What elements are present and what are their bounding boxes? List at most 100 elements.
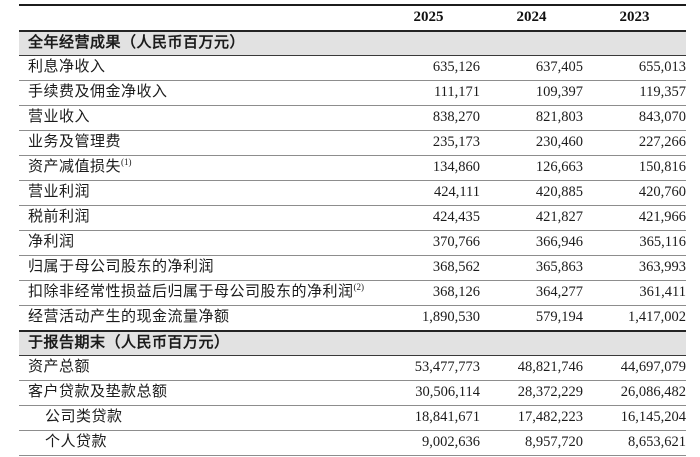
- row-label-text: 利息净收入: [28, 59, 106, 75]
- row-label-text: 税前利润: [28, 209, 91, 225]
- row-value-2023: 227,266: [583, 130, 686, 156]
- row-value-2024: 8,957,720: [480, 430, 583, 456]
- table-row: 扣除非经常性损益后归属于母公司股东的净利润(2) 368,126 364,277…: [19, 280, 686, 306]
- row-label: 利息净收入: [19, 55, 377, 81]
- row-value-2023: 843,070: [583, 105, 686, 131]
- row-label: 个人贷款: [19, 430, 377, 456]
- row-label-text: 营业利润: [28, 184, 91, 200]
- section-title: 于报告期末（人民币百万元）: [19, 330, 686, 356]
- row-value-2023: 119,357: [583, 80, 686, 106]
- row-value-2024: 579,194: [480, 305, 583, 332]
- row-label-text: 净利润: [28, 234, 75, 250]
- financial-summary-table: 2025 2024 2023 全年经营成果（人民币百万元） 利息净收入 635,…: [19, 4, 686, 456]
- row-value-2025: 134,860: [377, 155, 480, 181]
- row-value-2025: 370,766: [377, 230, 480, 256]
- row-label-text: 个人贷款: [45, 434, 108, 450]
- row-value-2023: 420,760: [583, 180, 686, 206]
- row-value-2025: 424,111: [377, 180, 480, 206]
- row-label: 归属于母公司股东的净利润: [19, 255, 377, 281]
- row-label-text: 经营活动产生的现金流量净额: [28, 309, 230, 325]
- table-row: 净利润 370,766 366,946 365,116: [19, 230, 686, 256]
- row-value-2023: 363,993: [583, 255, 686, 281]
- row-label: 业务及管理费: [19, 130, 377, 156]
- row-value-2023: 16,145,204: [583, 405, 686, 431]
- row-value-2025: 53,477,773: [377, 355, 480, 381]
- row-value-2024: 420,885: [480, 180, 583, 206]
- row-value-2025: 838,270: [377, 105, 480, 131]
- row-label-text: 扣除非经常性损益后归属于母公司股东的净利润: [28, 284, 354, 300]
- year-header-2024: 2024: [516, 9, 547, 25]
- row-value-2025: 635,126: [377, 55, 480, 81]
- row-value-2023: 365,116: [583, 230, 686, 256]
- row-label-text: 客户贷款及垫款总额: [28, 384, 168, 400]
- table-row: 手续费及佣金净收入 111,171 109,397 119,357: [19, 80, 686, 106]
- row-label: 税前利润: [19, 205, 377, 231]
- section-title: 全年经营成果（人民币百万元）: [19, 30, 686, 56]
- row-label-text: 公司类贷款: [45, 409, 123, 425]
- row-value-2025: 18,841,671: [377, 405, 480, 431]
- row-label: 经营活动产生的现金流量净额: [19, 305, 377, 332]
- row-label: 营业收入: [19, 105, 377, 131]
- row-value-2024: 48,821,746: [480, 355, 583, 381]
- year-header-2025: 2025: [413, 9, 444, 25]
- footnote-marker: (1): [121, 157, 132, 167]
- row-value-2023: 655,013: [583, 55, 686, 81]
- row-label: 营业利润: [19, 180, 377, 206]
- row-value-2023: 361,411: [583, 280, 686, 306]
- row-value-2024: 230,460: [480, 130, 583, 156]
- table-row: 资产总额 53,477,773 48,821,746 44,697,079: [19, 355, 686, 381]
- row-value-2025: 1,890,530: [377, 305, 480, 332]
- row-value-2024: 364,277: [480, 280, 583, 306]
- row-value-2025: 30,506,114: [377, 380, 480, 406]
- row-value-2024: 17,482,223: [480, 405, 583, 431]
- row-value-2025: 368,126: [377, 280, 480, 306]
- table-row: 资产减值损失(1) 134,860 126,663 150,816: [19, 155, 686, 181]
- table-row: 经营活动产生的现金流量净额 1,890,530 579,194 1,417,00…: [19, 305, 686, 332]
- row-label: 资产减值损失(1): [19, 155, 377, 181]
- row-label-text: 营业收入: [28, 109, 91, 125]
- row-value-2024: 365,863: [480, 255, 583, 281]
- row-label-text: 业务及管理费: [28, 134, 122, 150]
- row-value-2023: 421,966: [583, 205, 686, 231]
- row-value-2023: 150,816: [583, 155, 686, 181]
- table-row: 个人贷款 9,002,636 8,957,720 8,653,621: [19, 430, 686, 456]
- row-label-text: 资产减值损失: [28, 159, 122, 175]
- table-row: 归属于母公司股东的净利润 368,562 365,863 363,993: [19, 255, 686, 281]
- table-row: 公司类贷款 18,841,671 17,482,223 16,145,204: [19, 405, 686, 431]
- row-value-2024: 109,397: [480, 80, 583, 106]
- table-row: 税前利润 424,435 421,827 421,966: [19, 205, 686, 231]
- row-label: 净利润: [19, 230, 377, 256]
- row-label-text: 资产总额: [28, 359, 91, 375]
- row-label-text: 手续费及佣金净收入: [28, 84, 168, 100]
- table-row: 利息净收入 635,126 637,405 655,013: [19, 55, 686, 81]
- row-label-text: 归属于母公司股东的净利润: [28, 259, 215, 275]
- row-label: 手续费及佣金净收入: [19, 80, 377, 106]
- year-header-row: 2025 2024 2023: [19, 5, 686, 31]
- row-value-2024: 366,946: [480, 230, 583, 256]
- row-value-2024: 421,827: [480, 205, 583, 231]
- row-value-2025: 235,173: [377, 130, 480, 156]
- row-value-2024: 28,372,229: [480, 380, 583, 406]
- row-value-2025: 424,435: [377, 205, 480, 231]
- section-header-annual-results: 全年经营成果（人民币百万元）: [19, 30, 686, 56]
- row-value-2023: 26,086,482: [583, 380, 686, 406]
- table-row: 营业收入 838,270 821,803 843,070: [19, 105, 686, 131]
- row-label: 公司类贷款: [19, 405, 377, 431]
- corner-cell: [19, 5, 377, 31]
- year-header-2023: 2023: [619, 9, 650, 25]
- row-value-2025: 9,002,636: [377, 430, 480, 456]
- row-label: 扣除非经常性损益后归属于母公司股东的净利润(2): [19, 280, 377, 306]
- row-value-2023: 8,653,621: [583, 430, 686, 456]
- row-value-2025: 111,171: [377, 80, 480, 106]
- table-row: 业务及管理费 235,173 230,460 227,266: [19, 130, 686, 156]
- row-value-2025: 368,562: [377, 255, 480, 281]
- row-value-2024: 126,663: [480, 155, 583, 181]
- row-value-2024: 637,405: [480, 55, 583, 81]
- table-row: 客户贷款及垫款总额 30,506,114 28,372,229 26,086,4…: [19, 380, 686, 406]
- table-row: 营业利润 424,111 420,885 420,760: [19, 180, 686, 206]
- section-header-period-end: 于报告期末（人民币百万元）: [19, 330, 686, 356]
- row-value-2023: 1,417,002: [583, 305, 686, 332]
- row-label: 资产总额: [19, 355, 377, 381]
- row-value-2023: 44,697,079: [583, 355, 686, 381]
